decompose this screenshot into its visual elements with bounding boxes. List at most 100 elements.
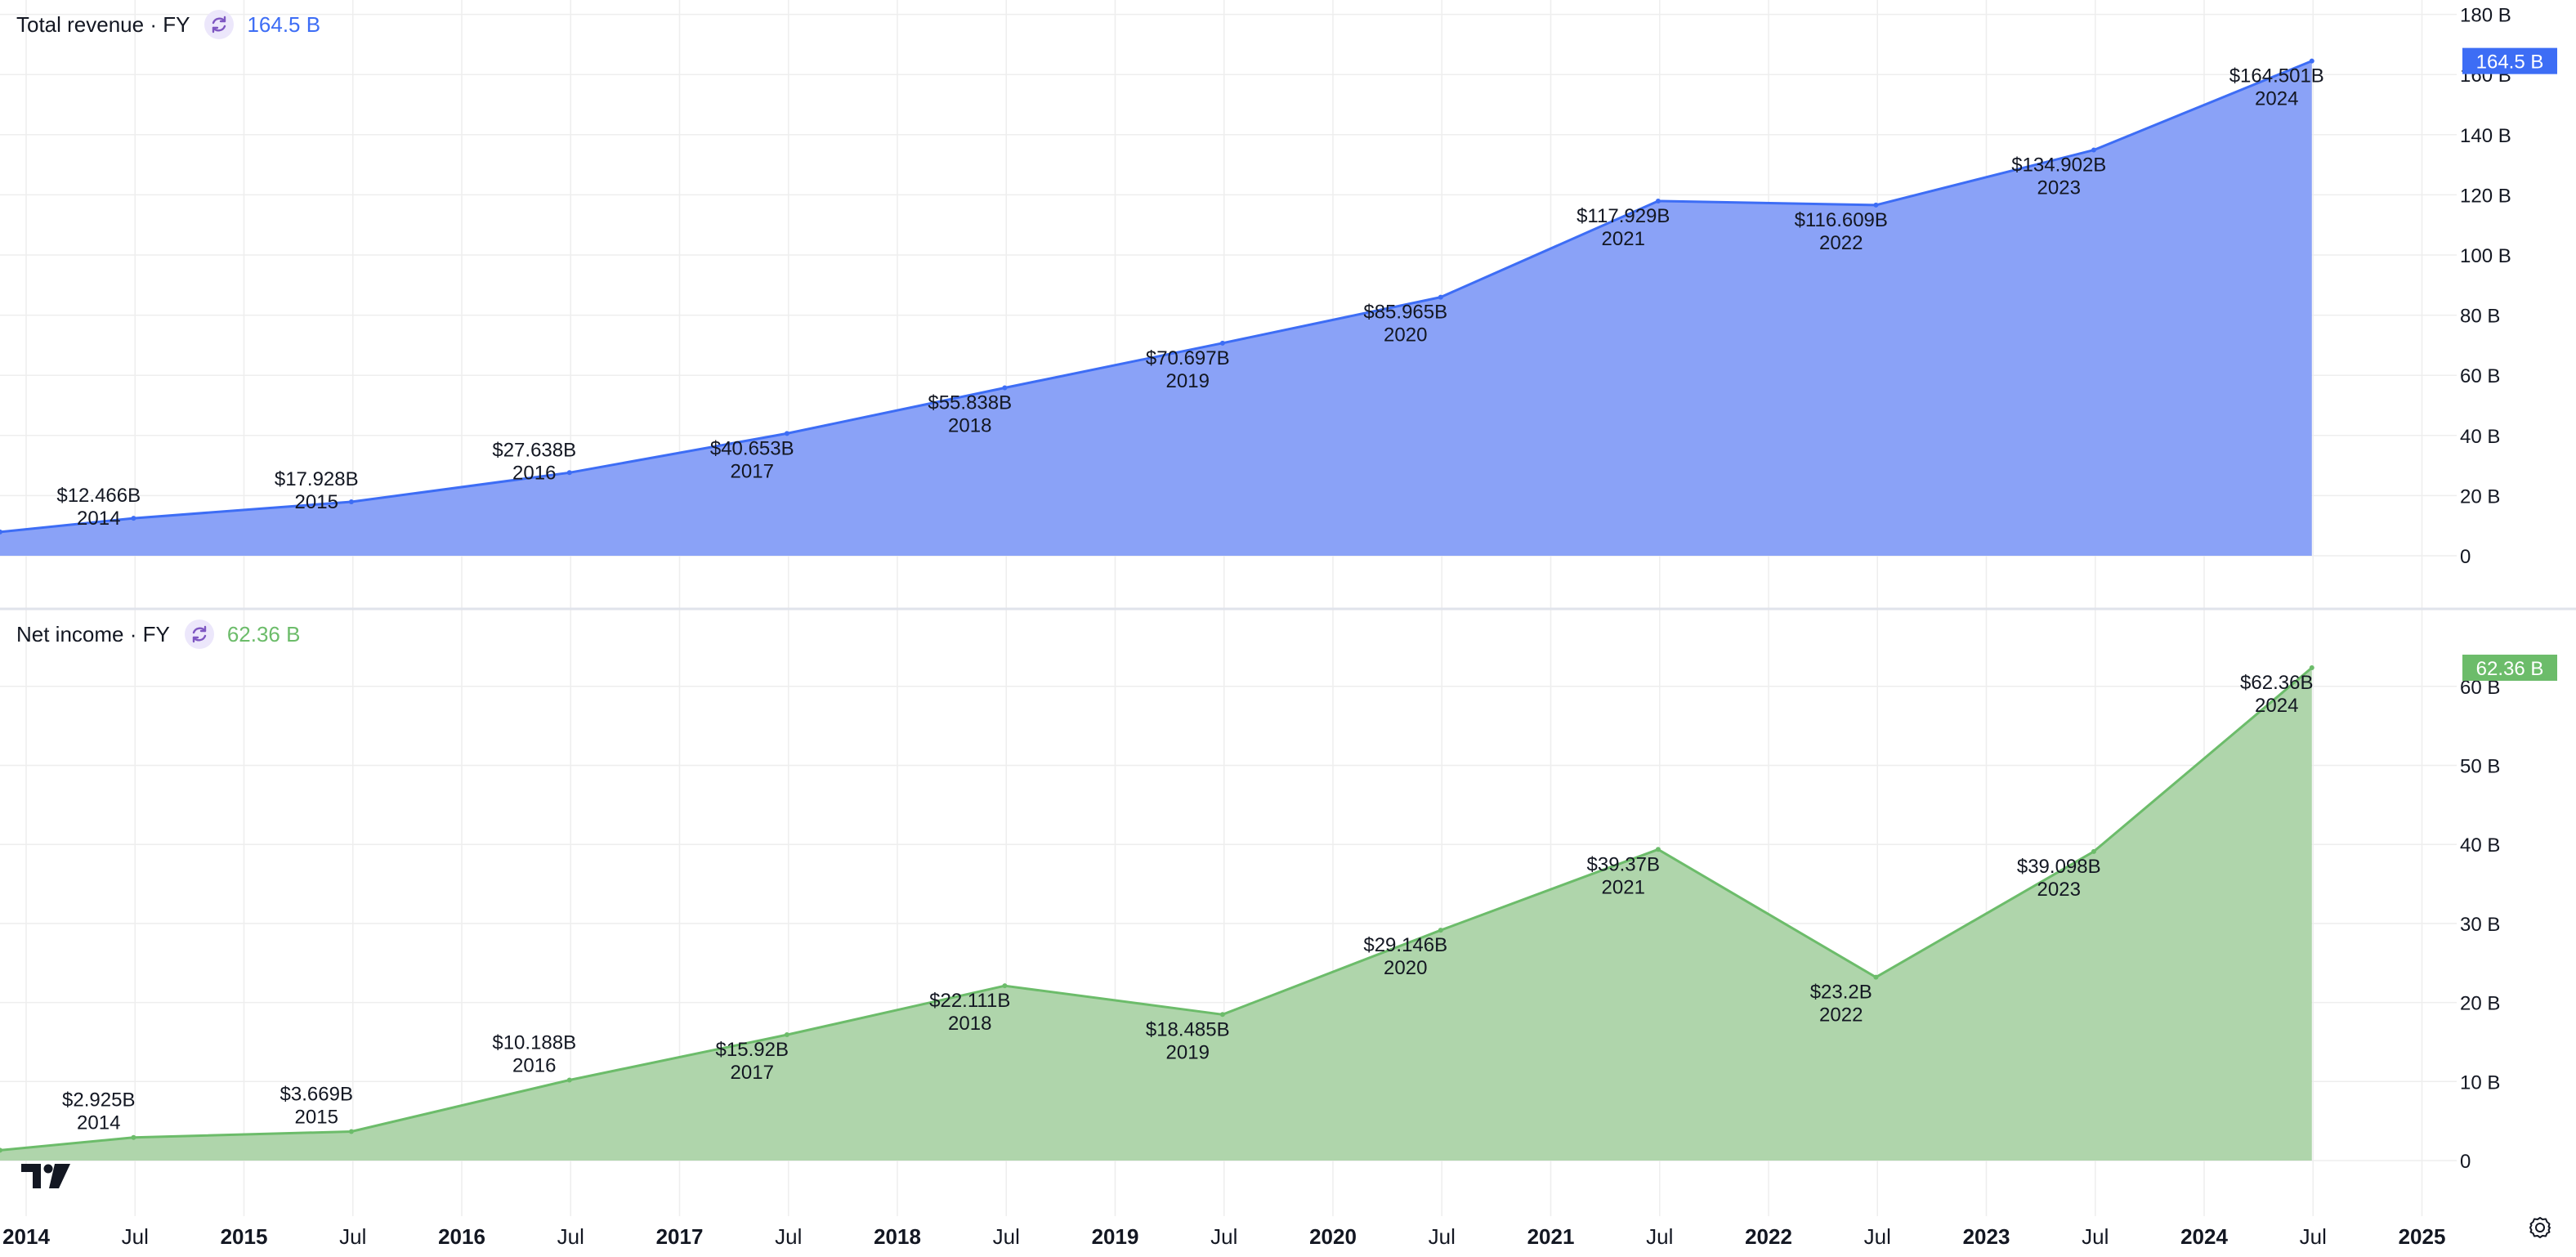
- revenue-point[interactable]: [784, 431, 789, 436]
- data-label-value: $10.188B: [492, 1031, 576, 1053]
- data-label-value: $117.929B: [1576, 205, 1670, 227]
- data-label-year: 2015: [295, 491, 338, 513]
- data-label-year: 2023: [2037, 177, 2081, 199]
- income-area: [0, 668, 2312, 1161]
- data-label-year: 2017: [731, 1062, 774, 1084]
- data-label-year: 2014: [77, 508, 120, 530]
- income-point[interactable]: [131, 1134, 136, 1140]
- income-point[interactable]: [2091, 848, 2096, 854]
- time-axis-label: Jul: [122, 1224, 149, 1249]
- data-label-year: 2019: [1166, 1041, 1210, 1063]
- y-tick-label: 40 B: [2460, 426, 2500, 448]
- time-axis-label: Jul: [2082, 1224, 2109, 1249]
- revenue-point[interactable]: [1655, 199, 1661, 204]
- data-label-value: $164.501B: [2229, 65, 2324, 87]
- data-label-value: $40.653B: [710, 437, 794, 459]
- income-legend-value: 62.36 B: [226, 621, 301, 646]
- income-point[interactable]: [784, 1032, 789, 1038]
- y-tick-label: 40 B: [2460, 834, 2500, 857]
- revenue-point[interactable]: [348, 499, 354, 505]
- time-axis-label: 2025: [2399, 1224, 2446, 1249]
- income-point[interactable]: [1002, 983, 1008, 989]
- refresh-icon[interactable]: [204, 10, 235, 39]
- time-axis-label: Jul: [1646, 1224, 1673, 1249]
- tradingview-logo[interactable]: [20, 1162, 72, 1194]
- revenue-legend-title: Total revenue · FY: [16, 11, 190, 37]
- data-label-value: $23.2B: [1810, 982, 1872, 1004]
- revenue-point[interactable]: [566, 470, 572, 476]
- data-label-year: 2020: [1384, 957, 1427, 979]
- y-tick-label: 10 B: [2460, 1071, 2500, 1094]
- data-label-year: 2016: [512, 462, 556, 484]
- data-label-year: 2024: [2255, 88, 2298, 110]
- income-point[interactable]: [1219, 1012, 1225, 1018]
- y-tick-label: 80 B: [2460, 306, 2500, 328]
- gear-icon[interactable]: [2525, 1213, 2555, 1242]
- last-value-badge-label: 164.5 B: [2476, 51, 2544, 74]
- revenue-last-value-badge: [2462, 47, 2557, 74]
- data-label-value: $2.925B: [62, 1089, 135, 1112]
- time-axis-label: 2019: [1092, 1224, 1139, 1249]
- data-label-year: 2022: [1819, 232, 1863, 254]
- data-label-value: $18.485B: [1146, 1018, 1230, 1040]
- income-last-value-badge: [2462, 654, 2557, 681]
- data-label-year: 2018: [948, 1013, 991, 1035]
- time-axis-label: 2024: [2180, 1224, 2228, 1249]
- data-label-value: $85.965B: [1363, 302, 1447, 324]
- revenue-point[interactable]: [131, 516, 136, 521]
- time-axis-label: Jul: [993, 1224, 1020, 1249]
- revenue-point[interactable]: [1873, 202, 1879, 208]
- time-axis-label: 2014: [2, 1224, 50, 1249]
- time-axis-label: Jul: [339, 1224, 366, 1249]
- revenue-point[interactable]: [2309, 58, 2314, 64]
- time-axis-label: 2015: [221, 1224, 268, 1249]
- last-value-badge-label: 62.36 B: [2476, 658, 2544, 680]
- data-label-value: $62.36B: [2240, 672, 2313, 694]
- income-point[interactable]: [348, 1129, 354, 1134]
- data-label-year: 2019: [1166, 370, 1210, 392]
- data-label-value: $70.697B: [1146, 347, 1230, 369]
- data-label-year: 2024: [2255, 695, 2298, 717]
- refresh-icon[interactable]: [184, 620, 214, 649]
- income-point[interactable]: [2309, 664, 2314, 670]
- time-axis-label: Jul: [1210, 1224, 1237, 1249]
- income-legend-title: Net income · FY: [16, 621, 170, 646]
- data-label-year: 2015: [295, 1107, 338, 1129]
- revenue-point[interactable]: [1438, 294, 1443, 300]
- revenue-point[interactable]: [2091, 147, 2096, 153]
- data-label-value: $27.638B: [492, 439, 576, 461]
- data-label-value: $55.838B: [928, 392, 1012, 414]
- data-label-year: 2014: [77, 1112, 120, 1134]
- y-tick-label: 120 B: [2460, 185, 2511, 207]
- y-tick-label: 30 B: [2460, 914, 2500, 936]
- income-point[interactable]: [566, 1077, 572, 1083]
- y-tick-label: 60 B: [2460, 365, 2500, 387]
- revenue-point[interactable]: [0, 529, 2, 535]
- y-tick-label: 140 B: [2460, 125, 2511, 147]
- data-label-year: 2022: [1819, 1004, 1863, 1027]
- data-label-year: 2021: [1602, 228, 1645, 250]
- revenue-legend-value: 164.5 B: [247, 11, 321, 37]
- income-point[interactable]: [0, 1147, 2, 1153]
- income-point[interactable]: [1873, 974, 1879, 980]
- data-label-year: 2018: [948, 415, 991, 437]
- time-axis-label: 2022: [1745, 1224, 1792, 1249]
- data-label-value: $17.928B: [275, 468, 359, 490]
- data-label-year: 2016: [512, 1054, 556, 1076]
- data-label-value: $116.609B: [1795, 209, 1888, 231]
- y-tick-label: 0: [2460, 546, 2471, 568]
- revenue-legend: Total revenue · FY 164.5 B: [16, 8, 320, 41]
- revenue-point[interactable]: [1219, 340, 1225, 346]
- income-line: [0, 666, 2313, 1152]
- time-axis-label: Jul: [1429, 1224, 1456, 1249]
- income-point[interactable]: [1438, 928, 1443, 933]
- time-axis-label: 2018: [874, 1224, 921, 1249]
- time-axis-label: 2020: [1309, 1224, 1357, 1249]
- time-axis-label: Jul: [557, 1224, 584, 1249]
- y-tick-label: 20 B: [2460, 993, 2500, 1015]
- y-tick-label: 180 B: [2460, 5, 2511, 27]
- income-point[interactable]: [1655, 847, 1661, 852]
- time-axis-label: 2021: [1527, 1224, 1575, 1249]
- revenue-point[interactable]: [1002, 385, 1008, 391]
